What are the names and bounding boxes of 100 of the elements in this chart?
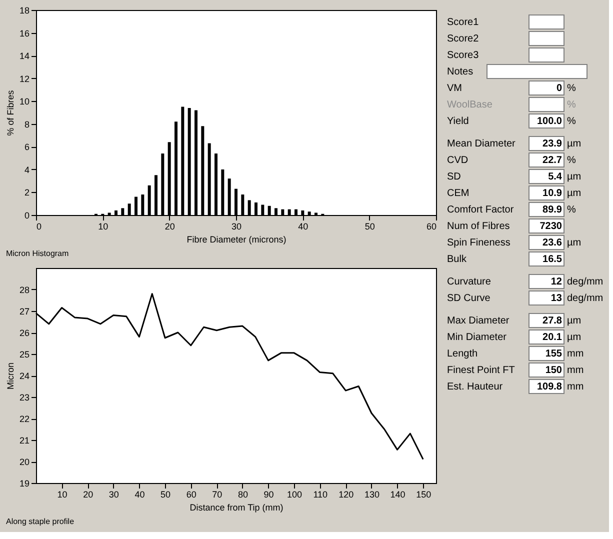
- y-tick-label: 28: [19, 285, 30, 295]
- category-label: µm: [567, 332, 582, 343]
- y-tick-label: 12: [19, 74, 30, 84]
- x-tick-label: 100: [287, 490, 302, 500]
- x-tick-label: 40: [298, 222, 308, 232]
- text: 0: [556, 83, 562, 94]
- category-label: µm: [567, 188, 582, 199]
- y-tick-label: 4: [24, 164, 30, 175]
- x-tick-label: 20: [164, 222, 175, 232]
- category-label: %: [567, 116, 576, 127]
- category-label: WoolBase: [447, 100, 493, 110]
- y-axis-title: % of Fibres: [5, 90, 16, 136]
- category-label: Score2: [447, 34, 480, 44]
- category-label: Length: [447, 348, 478, 360]
- category-label: Max Diameter: [447, 316, 510, 326]
- text: 7230: [540, 221, 562, 232]
- category-label: µm: [567, 316, 582, 326]
- x-tick-label: 20: [83, 490, 94, 500]
- y-tick-label: 22: [19, 414, 30, 424]
- text: 20.1: [542, 332, 562, 343]
- x-tick-label: 10: [57, 490, 68, 500]
- category-label: Notes: [447, 66, 474, 78]
- y-tick-label: 16: [19, 28, 30, 38]
- y-tick-label: 2: [24, 188, 30, 198]
- x-tick-label: 60: [426, 222, 436, 232]
- category-label: deg/mm: [567, 276, 604, 288]
- category-label: Finest Point FT: [447, 365, 515, 376]
- category-label: SD: [447, 172, 461, 182]
- text: Along staple profile: [6, 517, 75, 526]
- y-tick-label: 26: [19, 328, 30, 338]
- x-tick-label: 130: [364, 490, 380, 500]
- x-tick-label: 140: [390, 490, 406, 500]
- category-label: Comfort Factor: [447, 204, 514, 216]
- x-tick-label: 50: [160, 490, 171, 500]
- category-label: deg/mm: [567, 293, 604, 304]
- y-tick-label: 24: [19, 371, 30, 381]
- category-label: Num of Fibres: [447, 221, 510, 232]
- text: 27.8: [542, 316, 562, 326]
- category-label: %: [567, 155, 576, 166]
- text: 12: [550, 276, 562, 288]
- y-tick-label: 6: [24, 142, 30, 152]
- category-label: %: [567, 83, 576, 94]
- text: 89.9: [542, 204, 562, 216]
- x-tick-label: 30: [108, 490, 119, 500]
- y-tick-label: 10: [19, 96, 30, 107]
- text: 109.8: [536, 382, 562, 392]
- y-tick-label: 20: [19, 457, 30, 467]
- category-label: Score3: [447, 50, 480, 61]
- x-tick-label: 120: [338, 490, 354, 500]
- y-axis-title: Micron: [5, 362, 16, 390]
- text: 150: [545, 365, 562, 376]
- text: 16.5: [542, 254, 562, 265]
- x-tick-label: 150: [416, 490, 432, 500]
- x-axis-title: Distance from Tip (mm): [190, 502, 284, 512]
- x-tick-label: 10: [98, 222, 108, 232]
- category-label: Min Diameter: [447, 332, 508, 343]
- x-tick-label: 50: [364, 222, 375, 232]
- x-tick-label: 110: [313, 490, 328, 500]
- category-label: µm: [567, 238, 582, 248]
- y-tick-label: 14: [19, 51, 30, 62]
- x-tick-label: 70: [212, 490, 222, 500]
- category-label: mm: [567, 348, 584, 360]
- y-tick-label: 25: [19, 350, 30, 360]
- text: 23.9: [542, 138, 562, 150]
- category-label: Score1: [447, 17, 480, 28]
- x-tick-label: 30: [231, 222, 242, 232]
- category-label: mm: [567, 365, 584, 376]
- y-tick-label: 27: [19, 306, 30, 316]
- x-tick-label: 90: [264, 490, 274, 500]
- category-label: VM: [447, 83, 462, 94]
- text: 23.6: [542, 238, 562, 248]
- category-label: mm: [567, 382, 584, 392]
- text: 100.0: [536, 116, 562, 127]
- y-tick-label: 21: [19, 436, 30, 446]
- category-label: Yield: [447, 116, 469, 127]
- text: 10.9: [542, 188, 562, 199]
- text: 155: [545, 348, 562, 360]
- category-label: Spin Fineness: [447, 238, 510, 248]
- text: 5.4: [548, 172, 562, 182]
- category-label: CVD: [447, 155, 468, 166]
- x-tick-label: 80: [238, 490, 248, 500]
- x-tick-label: 60: [186, 490, 196, 500]
- x-tick-label: 0: [36, 222, 42, 232]
- y-tick-label: 23: [19, 392, 30, 402]
- category-label: Curvature: [447, 276, 492, 288]
- text: Micron Histogram: [6, 249, 70, 258]
- category-label: µm: [567, 172, 582, 182]
- category-label: Est. Hauteur: [447, 382, 504, 392]
- category-label: Bulk: [447, 254, 468, 265]
- category-label: CEM: [447, 188, 470, 199]
- x-axis-title: Fibre Diameter (microns): [186, 234, 286, 244]
- y-tick-label: 18: [19, 6, 30, 16]
- text: 22.7: [542, 155, 562, 166]
- category-label: Mean Diameter: [447, 138, 516, 150]
- y-tick-label: 8: [24, 119, 30, 130]
- category-label: %: [567, 204, 576, 216]
- category-label: SD Curve: [447, 293, 491, 304]
- y-tick-label: 19: [19, 478, 30, 488]
- y-tick-label: 0: [24, 210, 30, 220]
- text: 13: [550, 293, 562, 304]
